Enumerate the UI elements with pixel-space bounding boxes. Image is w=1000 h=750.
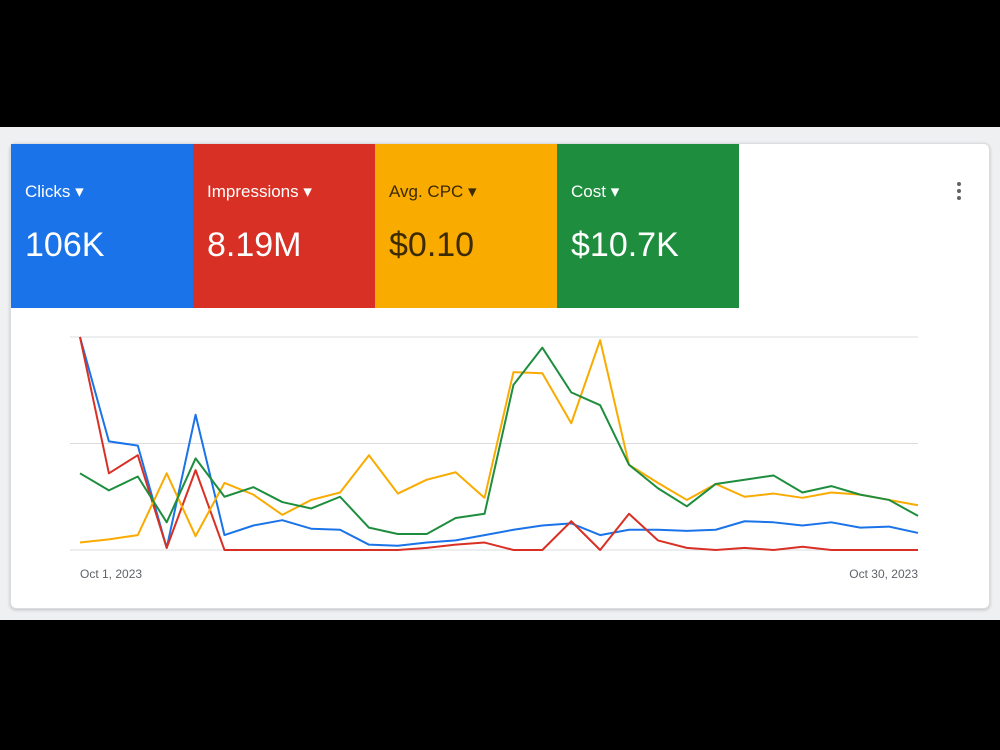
metric-label: Impressions: [207, 182, 299, 201]
dropdown-arrow[interactable]: ▾: [463, 182, 477, 201]
metric-label: Cost: [571, 182, 606, 201]
x-tick-label: Oct 30, 2023: [849, 567, 918, 581]
series-line: [79, 346, 919, 536]
metric-label-row: Cost ▾: [571, 182, 619, 202]
x-tick-label: Oct 1, 2023: [80, 567, 142, 581]
metric-tile[interactable]: Clicks ▾ 106K: [11, 144, 193, 308]
metric-label-row: Impressions ▾: [207, 182, 312, 202]
metric-value: $10.7K: [571, 226, 679, 264]
metric-value: 8.19M: [207, 226, 302, 264]
card: Clicks ▾ 106K Impressions ▾ 8.19M Avg. CPC ▾…: [10, 143, 990, 609]
series-line: [79, 336, 919, 549]
metric-tile[interactable]: Impressions ▾ 8.19M: [193, 144, 375, 308]
dropdown-arrow[interactable]: ▾: [605, 182, 620, 201]
metric-value: 106K: [25, 226, 105, 264]
metric-label: Clicks: [25, 182, 71, 201]
metric-label: Avg. CPC: [389, 182, 464, 201]
metric-tile[interactable]: Avg. CPC ▾ $0.10: [375, 144, 557, 308]
dropdown-arrow[interactable]: ▾: [298, 182, 312, 201]
more-menu[interactable]: [955, 182, 963, 203]
dropdown-arrow[interactable]: ▾: [70, 182, 84, 201]
series-line: [79, 336, 918, 551]
series-line: [79, 339, 919, 544]
metric-label-row: Avg. CPC ▾: [389, 182, 477, 202]
metric-tile[interactable]: Cost ▾ $10.7K: [557, 144, 739, 308]
metric-label-row: Clicks ▾: [25, 182, 84, 202]
metric-value: $0.10: [389, 226, 475, 264]
